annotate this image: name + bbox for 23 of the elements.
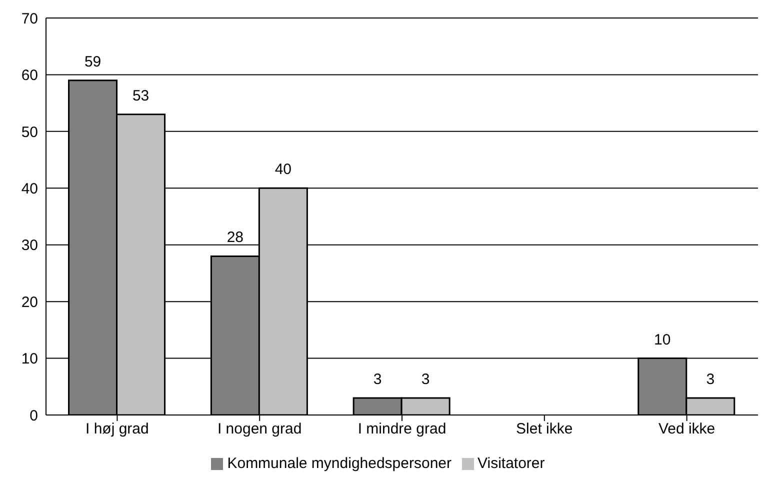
data-label: 10 — [654, 331, 671, 348]
y-tick-label: 50 — [21, 124, 38, 141]
y-tick-label: 70 — [21, 10, 38, 28]
x-tick-label: I mindre grad — [358, 420, 446, 438]
data-label: 40 — [274, 161, 292, 178]
y-tick-label: 10 — [21, 350, 38, 368]
y-tick-label: 20 — [21, 294, 38, 311]
x-tick-label: I nogen grad — [217, 420, 302, 438]
y-tick-label: 30 — [21, 237, 38, 254]
y-tick-label: 0 — [30, 407, 38, 424]
legend-label: Visitatorer — [478, 455, 545, 472]
data-label: 3 — [373, 370, 382, 388]
x-tick-label: I høj grad — [86, 420, 149, 438]
data-label: 53 — [132, 87, 150, 104]
y-tick-label: 60 — [21, 67, 38, 84]
x-tick-label: Slet ikke — [516, 420, 573, 438]
x-tick-label: Ved ikke — [658, 420, 716, 438]
legend-label: Kommunale myndighedspersoner — [227, 455, 452, 472]
data-label: 3 — [706, 370, 715, 388]
data-label: 3 — [421, 370, 430, 388]
data-label: 28 — [226, 229, 244, 246]
data-label: 59 — [84, 53, 102, 70]
y-tick-label: 40 — [21, 180, 38, 198]
